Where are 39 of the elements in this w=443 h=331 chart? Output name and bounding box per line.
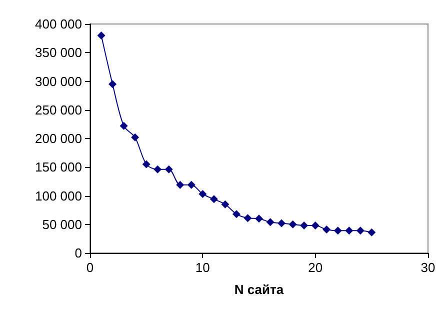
point bbox=[210, 195, 218, 204]
y-tick-label: 100 000 bbox=[35, 188, 82, 204]
point bbox=[288, 220, 297, 228]
point bbox=[244, 214, 252, 222]
point bbox=[266, 218, 274, 226]
point bbox=[300, 222, 308, 230]
y-tick-label: 250 000 bbox=[35, 102, 82, 118]
y-tick-label: 400 000 bbox=[35, 16, 82, 32]
point bbox=[232, 210, 240, 218]
y-tick-label: 50 000 bbox=[42, 216, 82, 232]
point bbox=[198, 190, 207, 198]
point bbox=[142, 160, 150, 168]
y-tick-label: 0 bbox=[74, 246, 82, 260]
point bbox=[311, 222, 320, 230]
point bbox=[255, 214, 263, 223]
y-tick-label: 150 000 bbox=[35, 160, 82, 175]
point bbox=[131, 133, 140, 142]
x-axis-title: N сайта bbox=[234, 282, 284, 297]
point bbox=[334, 226, 342, 235]
y-tick-label: 300 000 bbox=[35, 74, 82, 89]
point bbox=[368, 228, 376, 236]
point bbox=[176, 180, 184, 189]
point bbox=[164, 165, 173, 174]
point bbox=[97, 31, 106, 40]
point bbox=[278, 219, 286, 228]
x-tick-label: 30 bbox=[420, 260, 436, 275]
point bbox=[120, 122, 128, 130]
x-tick-label: 10 bbox=[195, 260, 210, 275]
x-tick-label: 20 bbox=[308, 260, 323, 275]
point bbox=[345, 226, 354, 235]
x-tick-label: 0 bbox=[86, 260, 94, 275]
point bbox=[356, 226, 364, 235]
point bbox=[187, 180, 196, 189]
point bbox=[322, 226, 331, 234]
point bbox=[221, 200, 230, 208]
point bbox=[154, 165, 162, 174]
y-tick-label: 200 000 bbox=[35, 131, 82, 146]
y-tick-label: 350 000 bbox=[35, 45, 82, 60]
point bbox=[108, 80, 117, 88]
